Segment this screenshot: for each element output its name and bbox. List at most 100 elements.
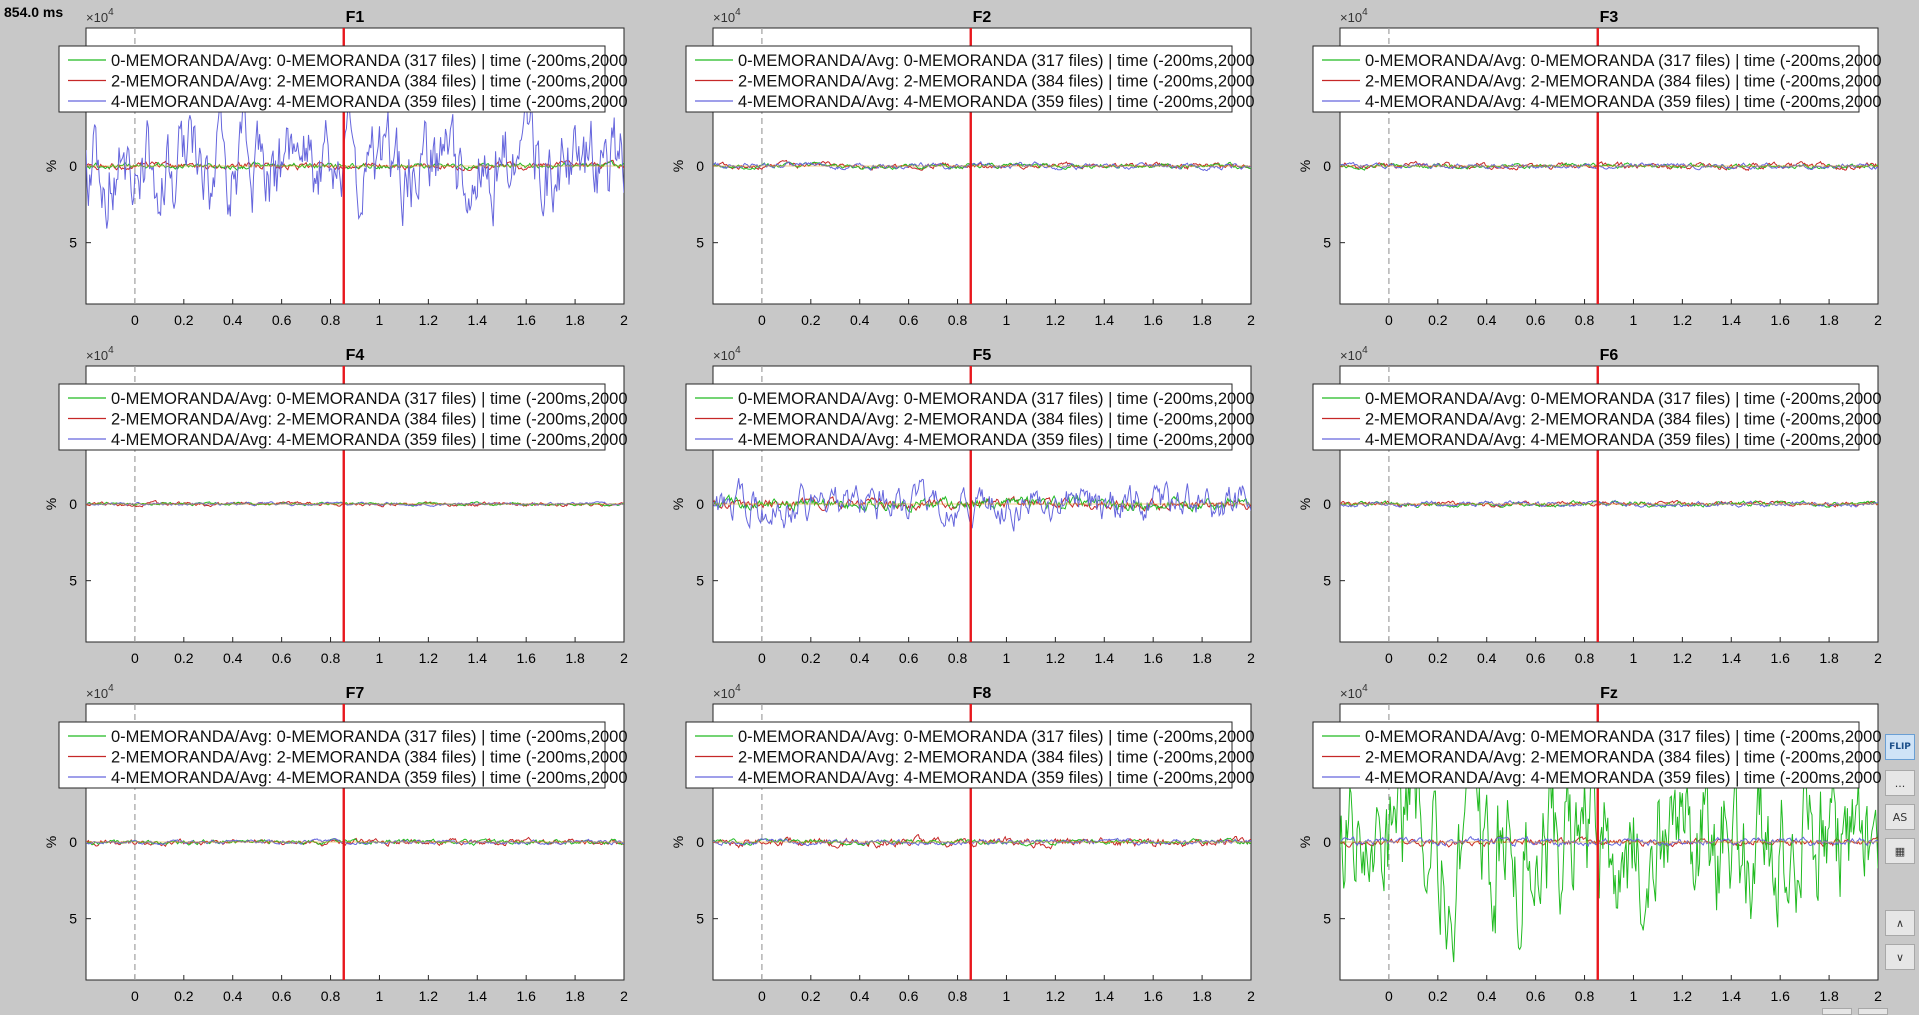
x-tick-label: 0.4 (1477, 650, 1497, 666)
panel-f8[interactable]: F8 ×104% 0 5 0 0.2 0.4 0.6 0.8 1 1.2 1.4 1.6 1.8 2 0-ME… (670, 683, 1255, 1004)
x-tick-label: 1.2 (419, 988, 439, 1004)
series-line-2 (713, 160, 1251, 172)
x-tick-label: 0 (131, 988, 139, 1004)
legend-entry: 2-MEMORANDA/Avg: 2-MEMORANDA (384 files)… (738, 73, 1255, 91)
legend-entry: 0-MEMORANDA/Avg: 0-MEMORANDA (317 files)… (1365, 390, 1882, 408)
legend-entry: 2-MEMORANDA/Avg: 2-MEMORANDA (384 files)… (738, 411, 1255, 429)
legend-entry: 0-MEMORANDA/Avg: 0-MEMORANDA (317 files)… (738, 52, 1255, 70)
y-tick-label: 5 (1323, 235, 1331, 251)
y-tick-label: 5 (69, 235, 77, 251)
y-tick-label: 0 (696, 496, 704, 512)
series-line-2 (86, 838, 624, 846)
x-tick-label: 0.4 (1477, 988, 1497, 1004)
series-line-2 (1340, 835, 1878, 848)
x-tick-label: 1.8 (1192, 988, 1212, 1004)
legend: 0-MEMORANDA/Avg: 0-MEMORANDA (317 files)… (685, 383, 1255, 451)
x-tick-label: 1 (1003, 988, 1011, 1004)
series-line-2 (1340, 161, 1878, 171)
x-tick-label: 1.6 (1770, 988, 1790, 1004)
x-tick-label: 1 (1003, 650, 1011, 666)
panel-title: F4 (346, 347, 365, 364)
panel-f6[interactable]: F6 ×104% 0 5 0 0.2 0.4 0.6 0.8 1 1.2 1.4 1.6 1.8 2 0-ME… (1297, 345, 1882, 666)
legend-box (1312, 721, 1860, 789)
y-axis-label: % (1297, 160, 1313, 172)
x-tick-label: 1.4 (468, 650, 488, 666)
x-tick-label: 1.6 (1770, 312, 1790, 328)
panel-title: F5 (973, 347, 992, 364)
y-tick-label: 0 (69, 158, 77, 174)
x-tick-label: 0.4 (1477, 312, 1497, 328)
x-tick-label: 0 (758, 988, 766, 1004)
y-axis-label: % (1297, 836, 1313, 848)
x-tick-label: 0.6 (899, 312, 919, 328)
panel-fz[interactable]: Fz ×104% 0 5 0 0.2 0.4 0.6 0.8 1 1.2 1.4 1.6 1.8 2 0-ME… (1297, 683, 1882, 1004)
x-tick-label: 2 (1247, 650, 1255, 666)
x-tick-label: 0 (131, 312, 139, 328)
panel-title: F7 (346, 685, 365, 702)
x-tick-label: 0.8 (321, 650, 341, 666)
y-axis-label: % (670, 836, 686, 848)
y-tick-label: 0 (1323, 496, 1331, 512)
y-exponent-label: ×104 (713, 683, 741, 701)
x-tick-label: 0.8 (321, 312, 341, 328)
x-tick-label: 2 (1247, 988, 1255, 1004)
x-tick-label: 0.8 (1575, 988, 1595, 1004)
legend-box (58, 45, 606, 113)
x-tick-label: 0.2 (174, 988, 194, 1004)
y-tick-label: 5 (696, 573, 704, 589)
panel-f1[interactable]: F1 ×104% 0 5 0 0.2 0.4 0.6 0.8 1 1.2 1.4 1.6 1.8 2 0-ME… (43, 7, 628, 328)
panel-title: F6 (1600, 347, 1619, 364)
x-tick-label: 1.8 (1819, 312, 1839, 328)
x-tick-label: 0.4 (223, 312, 243, 328)
legend-entry: 4-MEMORANDA/Avg: 4-MEMORANDA (359 files)… (111, 769, 628, 787)
y-tick-label: 0 (696, 158, 704, 174)
grid-toggle-button[interactable]: ▦ (1885, 838, 1915, 864)
y-exponent-label: ×104 (713, 345, 741, 363)
panel-f5[interactable]: F5 ×104% 0 5 0 0.2 0.4 0.6 0.8 1 1.2 1.4 1.6 1.8 2 0-ME… (670, 345, 1255, 666)
panel-f3[interactable]: F3 ×104% 0 5 0 0.2 0.4 0.6 0.8 1 1.2 1.4 1.6 1.8 2 0-ME… (1297, 7, 1882, 328)
scroll-up-button[interactable]: ∧ (1885, 910, 1915, 936)
legend-entry: 2-MEMORANDA/Avg: 2-MEMORANDA (384 files)… (111, 411, 628, 429)
x-tick-label: 0 (131, 650, 139, 666)
x-tick-label: 0.4 (850, 650, 870, 666)
scroll-down-button[interactable]: ∨ (1885, 944, 1915, 970)
current-time-label: 854.0 ms (4, 4, 64, 20)
x-tick-label: 1.2 (1673, 312, 1693, 328)
x-tick-label: 0 (758, 650, 766, 666)
series-line-0 (713, 494, 1251, 514)
panel-title: F8 (973, 685, 992, 702)
panel-title: F2 (973, 9, 992, 26)
y-exponent-label: ×104 (1340, 345, 1368, 363)
legend-entry: 0-MEMORANDA/Avg: 0-MEMORANDA (317 files)… (738, 390, 1255, 408)
x-tick-label: 1.2 (1046, 988, 1066, 1004)
legend-entry: 4-MEMORANDA/Avg: 4-MEMORANDA (359 files)… (111, 431, 628, 449)
corner-control-left[interactable] (1822, 1008, 1852, 1015)
y-axis-label: % (1297, 498, 1313, 510)
y-exponent-label: ×104 (86, 345, 114, 363)
panel-f7[interactable]: F7 ×104% 0 5 0 0.2 0.4 0.6 0.8 1 1.2 1.4 1.6 1.8 2 0-ME… (43, 683, 628, 1004)
x-tick-label: 1.6 (516, 988, 536, 1004)
legend-box (58, 721, 606, 789)
x-tick-label: 0.6 (899, 650, 919, 666)
legend-entry: 2-MEMORANDA/Avg: 2-MEMORANDA (384 files)… (1365, 749, 1882, 767)
series-line-2 (713, 478, 1251, 532)
x-tick-label: 0.2 (801, 312, 821, 328)
y-axis-label: % (43, 498, 59, 510)
panel-f4[interactable]: F4 ×104% 0 5 0 0.2 0.4 0.6 0.8 1 1.2 1.4 1.6 1.8 2 0-ME… (43, 345, 628, 666)
x-tick-label: 0.4 (850, 988, 870, 1004)
x-tick-label: 2 (1874, 650, 1882, 666)
x-tick-label: 0.8 (1575, 650, 1595, 666)
legend-entry: 0-MEMORANDA/Avg: 0-MEMORANDA (317 files)… (1365, 728, 1882, 746)
as-button[interactable]: AS (1885, 804, 1915, 830)
x-tick-label: 1.6 (516, 650, 536, 666)
flip-button[interactable]: FLIP (1885, 734, 1915, 760)
corner-control-right[interactable] (1858, 1008, 1888, 1015)
panel-f2[interactable]: F2 ×104% 0 5 0 0.2 0.4 0.6 0.8 1 1.2 1.4 1.6 1.8 2 0-ME… (670, 7, 1255, 328)
legend-entry: 2-MEMORANDA/Avg: 2-MEMORANDA (384 files)… (1365, 411, 1882, 429)
legend-entry: 4-MEMORANDA/Avg: 4-MEMORANDA (359 files)… (738, 93, 1255, 111)
x-tick-label: 1.8 (565, 650, 585, 666)
more-options-button[interactable]: ... (1885, 770, 1915, 796)
x-tick-label: 1.2 (419, 650, 439, 666)
x-tick-label: 1.8 (1192, 650, 1212, 666)
legend-entry: 4-MEMORANDA/Avg: 4-MEMORANDA (359 files)… (1365, 769, 1882, 787)
